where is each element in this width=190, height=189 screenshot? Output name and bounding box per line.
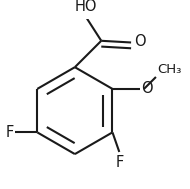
Text: O: O: [141, 81, 153, 96]
Text: F: F: [5, 125, 13, 140]
Text: O: O: [135, 34, 146, 49]
Text: CH₃: CH₃: [158, 63, 182, 76]
Text: F: F: [115, 154, 124, 170]
Text: HO: HO: [75, 0, 97, 14]
